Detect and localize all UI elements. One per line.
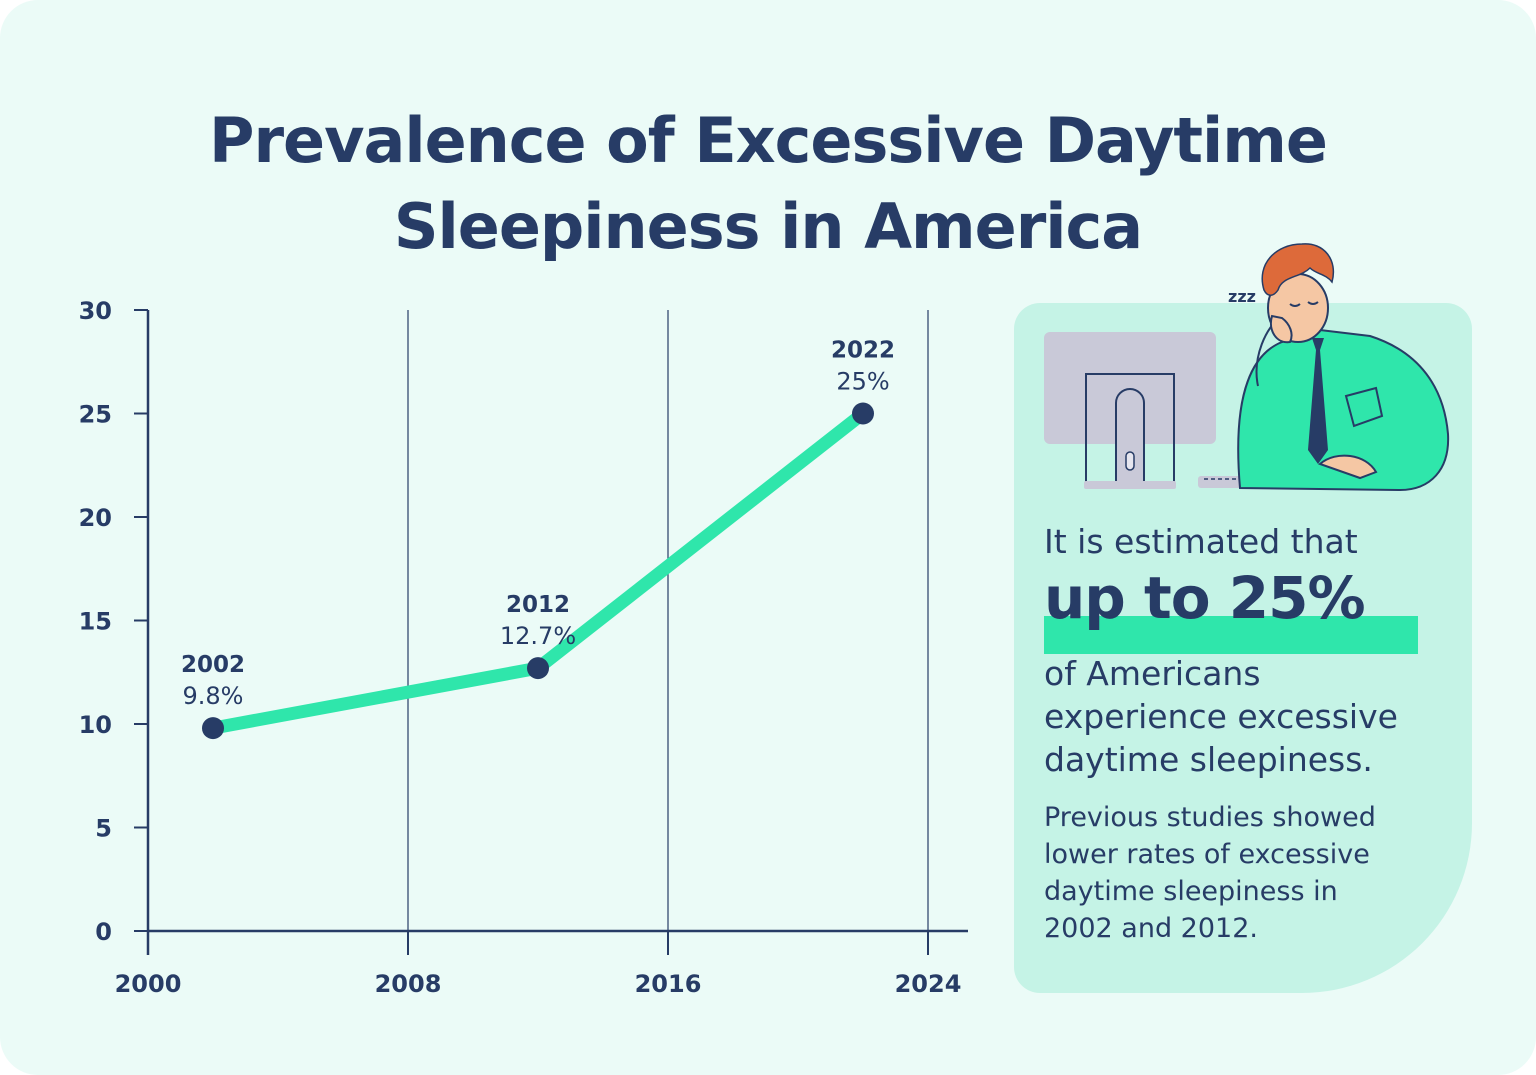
data-label-year-2012: 2012	[506, 592, 570, 618]
snore-text: zzz	[1228, 287, 1256, 306]
page-title: Prevalence of Excessive Daytime Sleepine…	[0, 98, 1536, 270]
data-label-value-2012: 12.7%	[500, 622, 576, 650]
chart-grid	[407, 310, 929, 931]
y-tick-label-20: 20	[79, 504, 112, 532]
callout-follow-line-3: daytime sleepiness.	[1044, 740, 1373, 779]
title-line-2: Sleepiness in America	[393, 189, 1143, 263]
x-tick-label-2000: 2000	[115, 970, 182, 998]
y-tick-label-25: 25	[79, 401, 112, 429]
callout-text: It is estimated that up to 25% of Americ…	[1044, 520, 1464, 947]
title-line-1: Prevalence of Excessive Daytime	[209, 103, 1328, 177]
x-tick-label-2016: 2016	[635, 970, 702, 998]
data-label-year-2002: 2002	[181, 652, 245, 678]
series-line-0	[206, 407, 870, 735]
data-point-2022	[852, 402, 874, 425]
callout-note: Previous studies showed lower rates of e…	[1044, 799, 1464, 947]
chart-data-labels: 2002 9.8% 2012 12.7% 2022 25%	[181, 338, 895, 711]
callout-follow-line-1: of Americans	[1044, 654, 1261, 693]
x-tick-label-2024: 2024	[895, 970, 962, 998]
data-point-2012	[527, 657, 549, 680]
line-chart: 2000 2008 2016 2024 0 5 10 15 20 25 30 2002 9.8% 201…	[79, 297, 968, 998]
data-label-value-2022: 25%	[836, 368, 889, 396]
y-tick-label-5: 5	[95, 815, 112, 843]
callout-note-line-4: 2002 and 2012.	[1044, 913, 1258, 944]
callout-lead: It is estimated that	[1044, 522, 1358, 561]
sleepy-office-worker-illustration: zzz	[1044, 243, 1450, 492]
data-label-year-2022: 2022	[831, 338, 895, 364]
y-tick-label-15: 15	[79, 608, 112, 636]
callout-follow: of Americans experience excessive daytim…	[1044, 652, 1464, 781]
highlight-bar	[1044, 616, 1418, 654]
chart-points	[202, 402, 874, 740]
y-tick-label-10: 10	[79, 711, 112, 739]
data-label-value-2002: 9.8%	[183, 682, 244, 710]
callout-note-line-3: daytime sleepiness in	[1044, 876, 1338, 907]
callout-note-line-1: Previous studies showed	[1044, 802, 1376, 833]
chart-axes	[134, 309, 968, 955]
chart-tick-labels: 2000 2008 2016 2024 0 5 10 15 20 25 30	[79, 297, 962, 998]
y-tick-label-0: 0	[95, 918, 112, 946]
y-tick-label-30: 30	[79, 297, 112, 325]
x-tick-label-2008: 2008	[375, 970, 442, 998]
chart-series	[206, 407, 870, 735]
callout-follow-line-2: experience excessive	[1044, 697, 1398, 736]
callout-highlight: up to 25%	[1044, 564, 1418, 654]
callout-note-line-2: lower rates of excessive	[1044, 839, 1370, 870]
data-point-2002	[202, 717, 224, 740]
person-icon	[1237, 243, 1450, 492]
callout-highlight-text: up to 25%	[1044, 564, 1366, 632]
monitor-icon	[1044, 332, 1216, 489]
